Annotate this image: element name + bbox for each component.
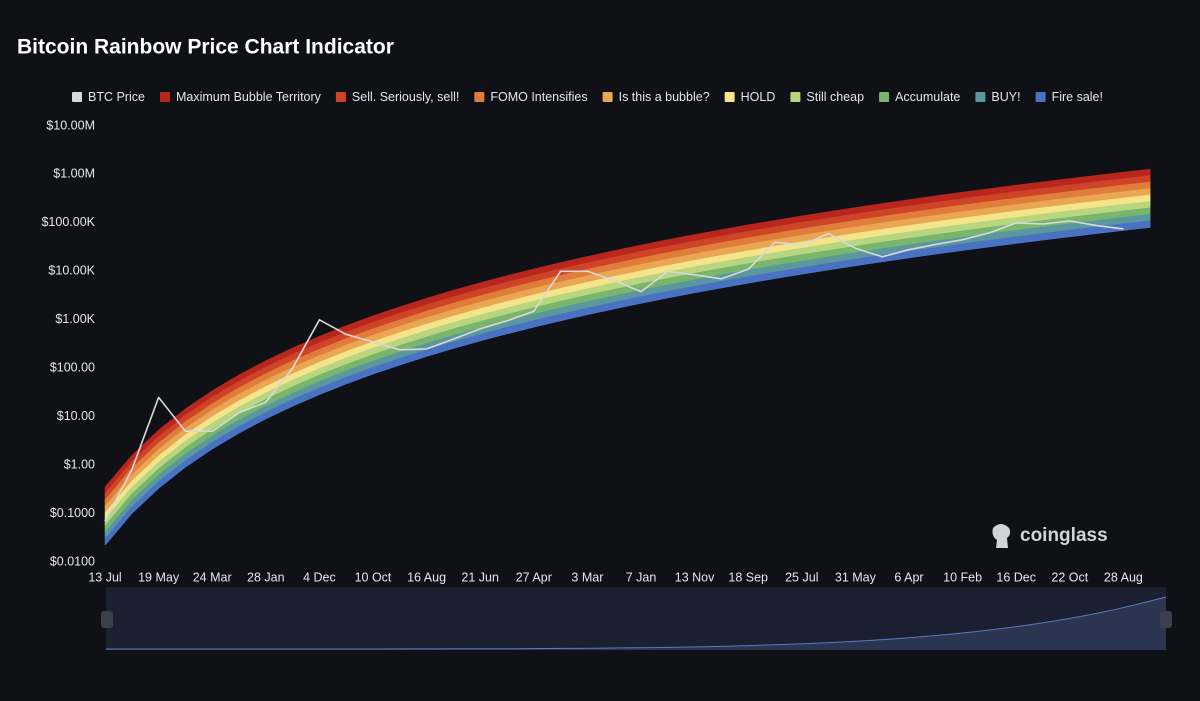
legend-swatch: [879, 92, 890, 102]
x-tick-label: 25 Jul: [785, 570, 818, 584]
legend: BTC Price Maximum Bubble Territory Sell. S…: [72, 90, 1103, 104]
x-tick-label: 3 Mar: [571, 570, 603, 584]
legend-swatch: [790, 92, 801, 102]
x-tick-label: 21 Jun: [461, 570, 499, 584]
navigator-handle-right[interactable]: [1160, 611, 1172, 628]
y-tick-label: $100.00: [50, 361, 95, 375]
y-tick-label: $10.00M: [46, 118, 95, 132]
x-tick-label: 16 Aug: [407, 570, 446, 584]
legend-label: HOLD: [741, 90, 776, 104]
legend-swatch: [159, 92, 170, 102]
x-tick-label: 4 Dec: [303, 570, 336, 584]
navigator[interactable]: [101, 587, 1172, 650]
navigator-area: [106, 597, 1166, 650]
x-tick-label: 7 Jan: [626, 570, 657, 584]
band-floor: [104, 226, 1151, 546]
x-tick-label: 10 Oct: [355, 570, 392, 584]
price-line: [104, 220, 1124, 522]
navigator-handle-left[interactable]: [101, 611, 113, 628]
plot-area: $0.0100 $0.1000 $1.00 $10.00 $100.00 $1.00K $1…: [41, 118, 1151, 584]
x-tick-label: 31 May: [835, 570, 877, 584]
y-tick-label: $1.00K: [55, 312, 95, 326]
x-tick-label: 24 Mar: [193, 570, 232, 584]
watermark-text: coinglass: [1020, 525, 1108, 546]
x-tick-label: 6 Apr: [894, 570, 923, 584]
legend-swatch: [1035, 92, 1046, 102]
y-tick-label: $0.1000: [50, 506, 95, 520]
y-tick-label: $0.0100: [50, 554, 95, 568]
x-tick-label: 16 Dec: [996, 570, 1036, 584]
x-tick-label: 27 Apr: [516, 570, 552, 584]
watermark: coinglass: [992, 524, 1108, 548]
legend-label: Still cheap: [806, 90, 864, 104]
x-tick-label: 19 May: [138, 570, 180, 584]
legend-swatch: [335, 92, 346, 102]
y-tick-label: $10.00: [57, 409, 95, 423]
legend-swatch: [474, 92, 485, 102]
watermark-icon: [992, 524, 1011, 548]
x-tick-label: 13 Jul: [88, 570, 121, 584]
x-tick-label: 10 Feb: [943, 570, 982, 584]
y-tick-label: $10.00K: [48, 264, 95, 278]
y-tick-label: $1.00M: [53, 167, 95, 181]
legend-label: FOMO Intensifies: [490, 90, 587, 104]
legend-swatch: [602, 92, 613, 102]
legend-label: BUY!: [991, 90, 1020, 104]
legend-label: Accumulate: [895, 90, 960, 104]
legend-swatch: [975, 92, 986, 102]
x-tick-label: 13 Nov: [675, 570, 715, 584]
legend-label: BTC Price: [88, 90, 145, 104]
x-tick-label: 18 Sep: [728, 570, 768, 584]
legend-label: Fire sale!: [1052, 90, 1103, 104]
y-tick-label: $1.00: [64, 457, 95, 471]
legend-swatch: [72, 92, 82, 102]
chart-title: Bitcoin Rainbow Price Chart Indicator: [17, 36, 394, 59]
legend-swatch: [724, 92, 735, 102]
y-tick-label: $100.00K: [41, 215, 95, 229]
x-tick-label: 22 Oct: [1051, 570, 1088, 584]
legend-label: Sell. Seriously, sell!: [352, 90, 459, 104]
legend-label: Maximum Bubble Territory: [176, 90, 322, 104]
x-tick-label: 28 Aug: [1104, 570, 1143, 584]
navigator-line: [106, 596, 1167, 650]
legend-label: Is this a bubble?: [619, 90, 710, 104]
x-tick-label: 28 Jan: [247, 570, 285, 584]
